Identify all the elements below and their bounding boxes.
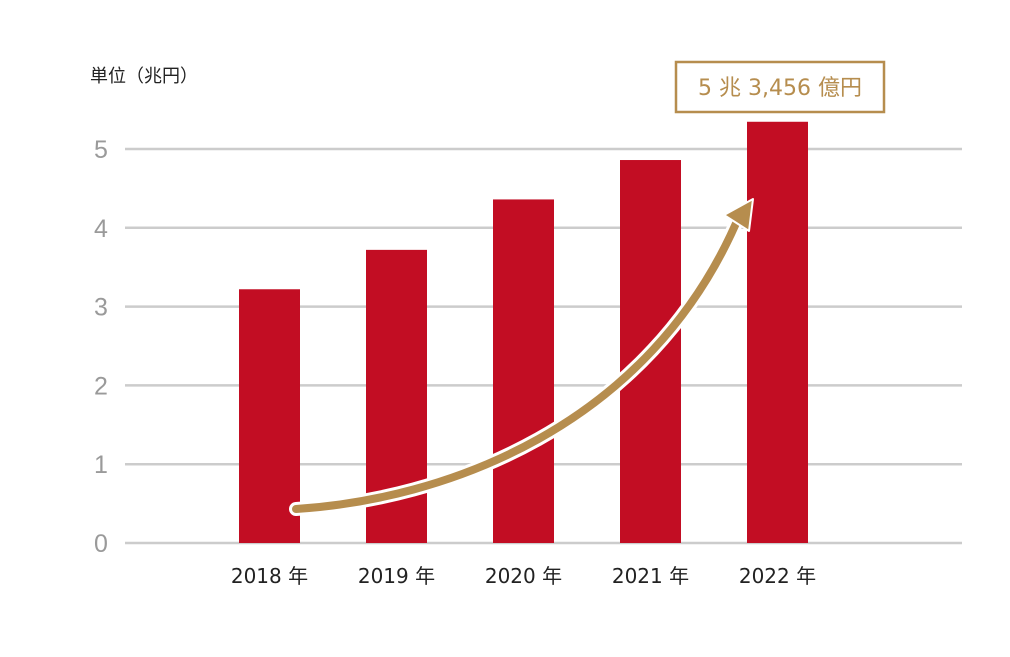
y-tick-label: 1 xyxy=(94,451,108,479)
callout-label: 5 兆 3,456 億円 xyxy=(698,76,862,101)
x-tick-label: 2021 年 xyxy=(612,564,689,588)
trend-arrow xyxy=(289,198,754,516)
unit-label: 単位（兆円） xyxy=(90,66,198,87)
trend-arrow-line xyxy=(292,210,744,513)
callout-box xyxy=(674,60,886,114)
x-tick-label: 2019 年 xyxy=(358,564,435,588)
y-tick-label: 2 xyxy=(94,372,108,400)
trend-arrow-head xyxy=(723,198,754,232)
bars xyxy=(239,121,808,544)
y-tick-label: 0 xyxy=(94,530,108,558)
x-tick-label: 2022 年 xyxy=(739,564,816,588)
y-tick-label: 4 xyxy=(94,215,108,243)
x-tick-label: 2018 年 xyxy=(231,564,308,588)
y-tick-label: 3 xyxy=(94,294,108,322)
bar-2022 xyxy=(747,121,808,543)
x-axis-ticks: 2018 年 2019 年 2020 年 2021 年 2022 年 xyxy=(231,564,816,588)
bar-2018 xyxy=(239,289,300,543)
x-tick-label: 2020 年 xyxy=(485,564,562,588)
y-axis-ticks: 0 1 2 3 4 5 xyxy=(94,136,108,558)
y-tick-label: 5 xyxy=(94,136,108,164)
value-callout: 5 兆 3,456 億円 xyxy=(674,60,886,114)
bar-2020 xyxy=(493,199,554,543)
